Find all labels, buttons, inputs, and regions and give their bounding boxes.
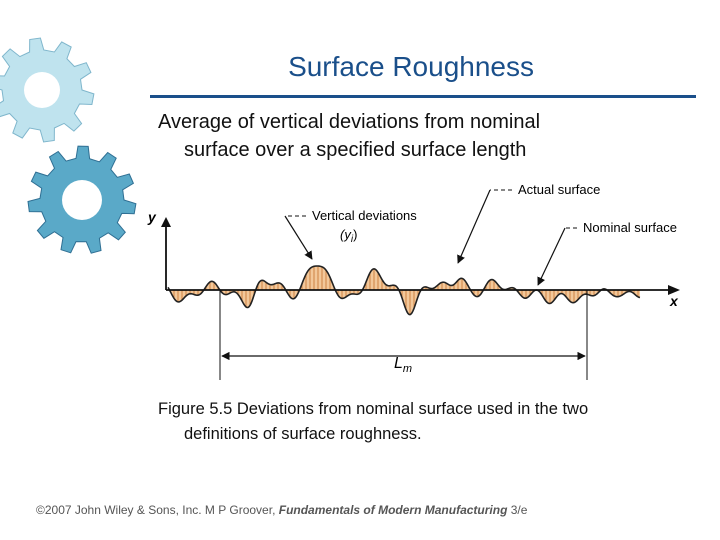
- surface-roughness-figure: y x Actual surface Vertical deviations (…: [147, 182, 680, 380]
- y-axis-arrow: [161, 217, 171, 227]
- label-nominal-surface: Nominal surface: [583, 220, 677, 235]
- footer-suffix: 3/e: [507, 503, 528, 517]
- figure-caption: Figure 5.5 Deviations from nominal surfa…: [158, 397, 703, 447]
- label-yi-close: ): [353, 227, 357, 242]
- gear-icon-top: [0, 37, 95, 143]
- label-lm-sub: m: [403, 363, 412, 375]
- caption-line-2: definitions of surface roughness.: [184, 425, 422, 443]
- page-title: Surface Roughness: [288, 51, 534, 82]
- label-vertical-deviations: Vertical deviations: [312, 208, 417, 223]
- actual-surface-profile: [167, 265, 641, 316]
- actual-surface-arrow: [457, 189, 491, 264]
- footer-prefix: ©2007 John Wiley & Sons, Inc. M P Groove…: [36, 503, 279, 517]
- label-yi-base: (y: [340, 227, 352, 242]
- label-yi-sub: i: [351, 234, 354, 245]
- label-actual-surface: Actual surface: [518, 182, 600, 197]
- subtitle-line-1: Average of vertical deviations from nomi…: [158, 111, 541, 133]
- subtitle: Average of vertical deviations from nomi…: [158, 108, 698, 164]
- x-axis-label: x: [669, 293, 679, 309]
- nominal-surface-arrow: [537, 227, 566, 286]
- label-lm-base: L: [394, 355, 403, 372]
- footer-credit: ©2007 John Wiley & Sons, Inc. M P Groove…: [36, 503, 706, 517]
- x-axis-arrow: [668, 285, 680, 295]
- footer-book-title: Fundamentals of Modern Manufacturing: [278, 503, 508, 517]
- decorative-gears: [0, 37, 137, 254]
- subtitle-line-2: surface over a specified surface length: [184, 139, 527, 161]
- y-axis-label: y: [147, 209, 157, 225]
- label-yi: (yi): [340, 227, 357, 245]
- label-sampling-length: Lm: [394, 355, 412, 375]
- gear-icon-bottom: [27, 145, 137, 254]
- vertical-deviation-arrow: [284, 215, 313, 260]
- caption-line-1: Figure 5.5 Deviations from nominal surfa…: [158, 400, 589, 418]
- title-divider: [150, 95, 696, 98]
